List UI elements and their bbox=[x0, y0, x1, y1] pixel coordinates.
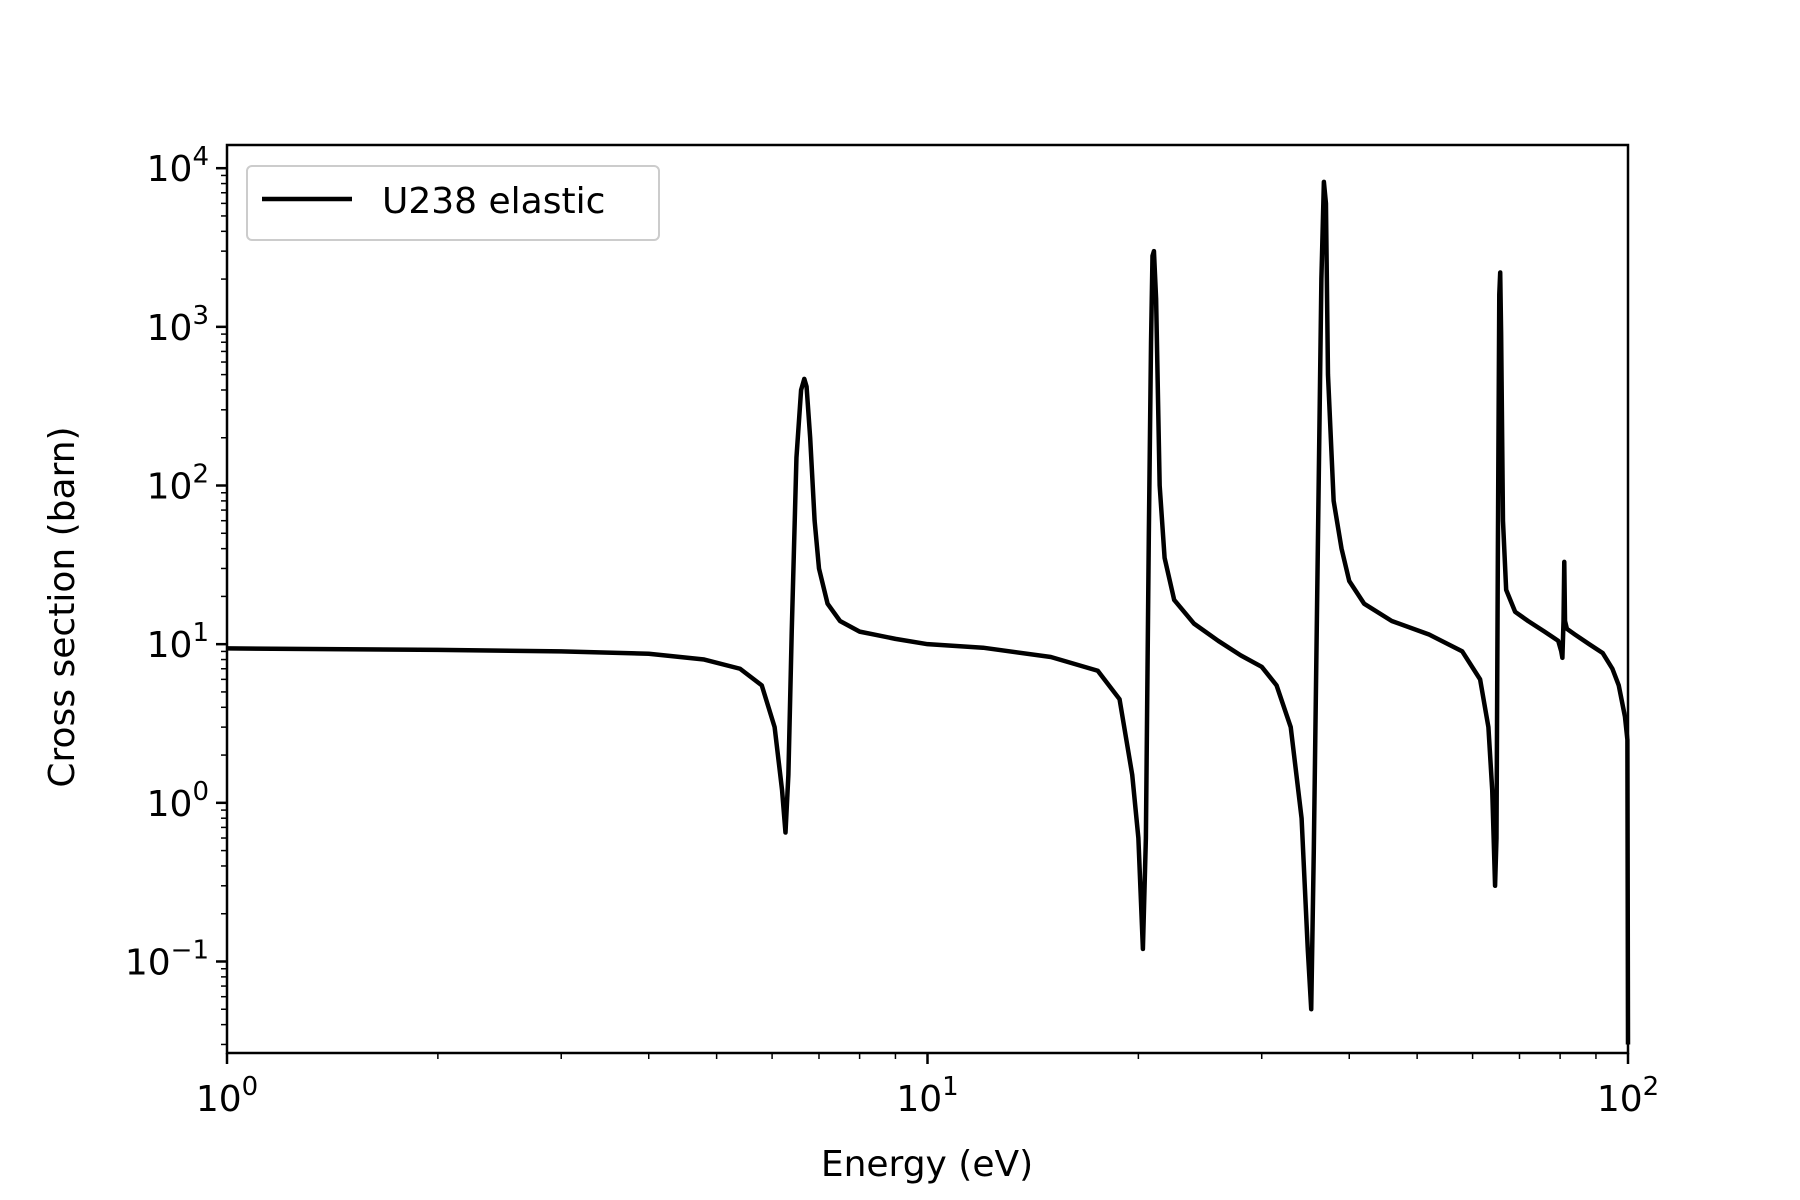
series-line-u238-elastic bbox=[226, 179, 1631, 1045]
y-tick-label: 102 bbox=[147, 460, 209, 508]
x-axis-label: Energy (eV) bbox=[821, 1144, 1033, 1185]
x-tick-label: 101 bbox=[896, 1072, 958, 1120]
tick-labels: 100 101 102 10−1 100 101 102 103 104 bbox=[125, 142, 1659, 1120]
y-tick-label: 104 bbox=[147, 142, 209, 190]
y-tick-label: 100 bbox=[147, 777, 209, 825]
y-tick-label: 101 bbox=[147, 618, 209, 666]
y-tick-label: 103 bbox=[147, 301, 209, 349]
series-layer bbox=[226, 179, 1631, 1045]
plot-area-frame bbox=[225, 143, 1630, 1055]
x-tick-label: 102 bbox=[1597, 1072, 1659, 1120]
legend-box bbox=[246, 165, 660, 241]
major-ticks bbox=[216, 166, 1630, 1064]
legend: U238 elastic bbox=[246, 165, 660, 241]
x-tick-label: 100 bbox=[196, 1072, 258, 1120]
legend-label: U238 elastic bbox=[382, 181, 605, 222]
y-axis-label: Cross section (barn) bbox=[42, 426, 83, 787]
y-tick-label: 10−1 bbox=[125, 935, 209, 983]
